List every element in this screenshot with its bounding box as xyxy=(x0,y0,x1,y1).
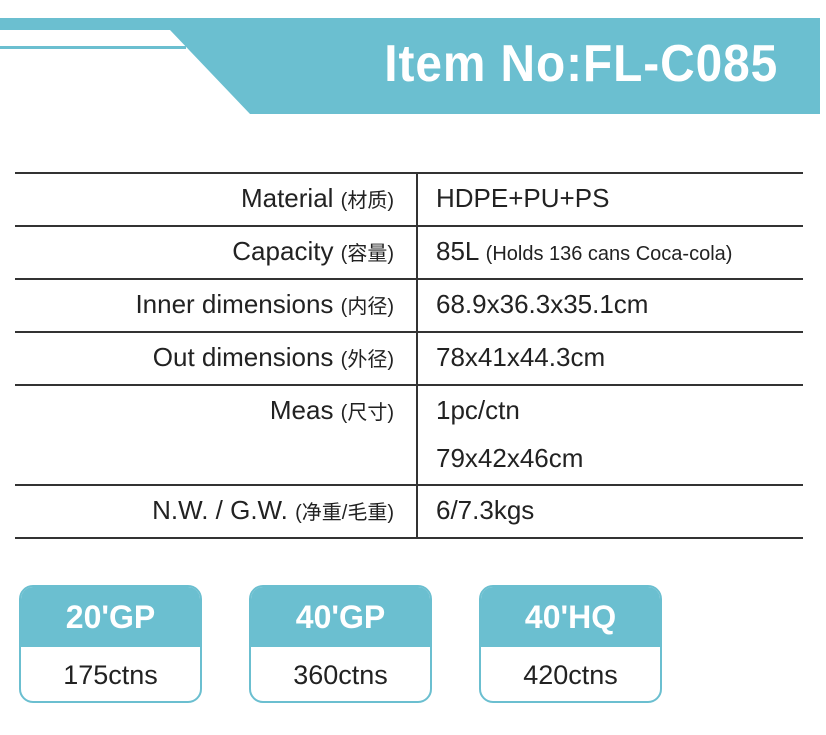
row-label: N.W. / G.W. xyxy=(152,495,288,525)
container-type: 40'HQ xyxy=(481,587,660,647)
row-label: Out dimensions xyxy=(152,342,334,372)
row-label-cn: (外径) xyxy=(340,349,394,371)
container-box-40gp: 40'GP 360ctns xyxy=(249,585,432,703)
row-label-cn: (净重/毛重) xyxy=(295,502,394,524)
row-label-cn: (内径) xyxy=(340,296,394,318)
row-label-cn: (材质) xyxy=(340,190,394,212)
row-value: 1pc/ctn xyxy=(436,395,520,425)
row-value: HDPE+PU+PS xyxy=(436,183,610,213)
row-value: 68.9x36.3x35.1cm xyxy=(436,289,649,319)
row-label-cn: (尺寸) xyxy=(340,402,394,424)
row-label: Meas xyxy=(269,395,334,425)
row-label: Material xyxy=(240,183,334,213)
row-label-cn: (容量) xyxy=(340,243,394,265)
table-row: Material (材质) HDPE+PU+PS xyxy=(15,172,803,225)
table-row: Inner dimensions (内径) 68.9x36.3x35.1cm xyxy=(15,278,803,331)
container-qty: 360ctns xyxy=(293,660,388,690)
container-type: 40'GP xyxy=(251,587,430,647)
table-row: N.W. / G.W. (净重/毛重) 6/7.3kgs xyxy=(15,484,803,539)
table-row: Capacity (容量) 85L (Holds 136 cans Coca-c… xyxy=(15,225,803,278)
table-row: Meas (尺寸) 1pc/ctn 79x42x46cm xyxy=(15,384,803,484)
row-label: Capacity xyxy=(232,236,334,266)
row-value: 6/7.3kgs xyxy=(436,495,535,525)
container-type: 20'GP xyxy=(21,587,200,647)
header-banner xyxy=(0,18,820,114)
row-value: 78x41x44.3cm xyxy=(436,342,606,372)
container-qty: 175ctns xyxy=(63,660,158,690)
row-value: 85L xyxy=(436,236,479,266)
row-label: Inner dimensions xyxy=(135,289,334,319)
item-number-title: Item No:FL-C085 xyxy=(384,35,778,93)
spec-table: Material (材质) HDPE+PU+PS Capacity (容量) 8… xyxy=(15,172,803,539)
row-value-note: (Holds 136 cans Coca-cola) xyxy=(485,243,733,265)
table-row: Out dimensions (外径) 78x41x44.3cm xyxy=(15,331,803,384)
row-value-2: 79x42x46cm xyxy=(436,443,584,473)
container-box-40hq: 40'HQ 420ctns xyxy=(479,585,662,703)
container-qty: 420ctns xyxy=(523,660,618,690)
container-box-20gp: 20'GP 175ctns xyxy=(19,585,202,703)
